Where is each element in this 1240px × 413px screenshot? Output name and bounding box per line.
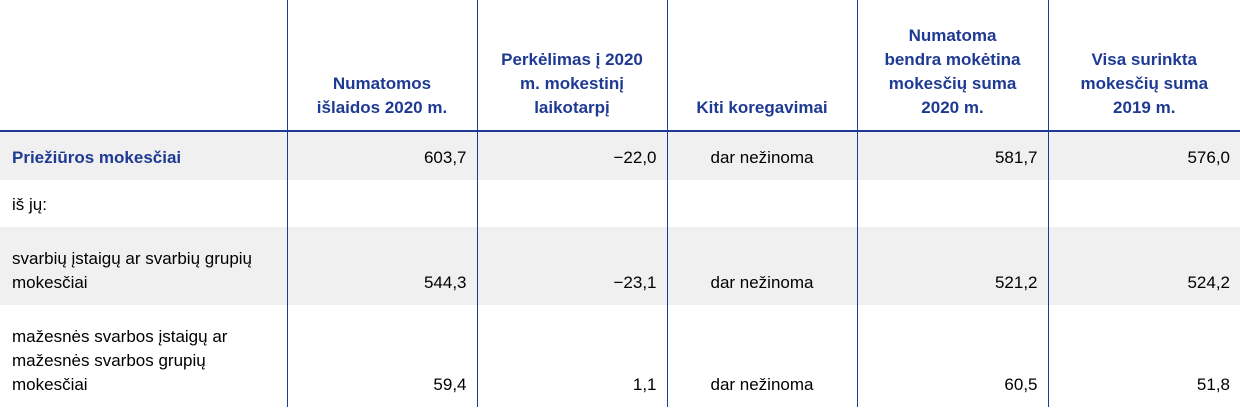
table-row: svarbių įstaigų ar svarbių grupių mokesč…	[0, 227, 1240, 305]
cell: 521,2	[856, 227, 1048, 305]
header-blank	[0, 0, 287, 132]
cell: 1,1	[476, 305, 667, 407]
table-row: Priežiūros mokesčiai 603,7 −22,0 dar nežino…	[0, 131, 1240, 180]
row-label: svarbių įstaigų ar svarbių grupių mokesč…	[0, 227, 287, 305]
cell: 51,8	[1047, 305, 1240, 407]
cell	[856, 180, 1048, 227]
cell: 59,4	[286, 305, 477, 407]
column-header: Numatomos išlaidos 2020 m.	[286, 0, 477, 132]
table-body: Priežiūros mokesčiai 603,7 −22,0 dar nežino…	[0, 131, 1240, 407]
header-row: Numatomos išlaidos 2020 m. Perkėlimas į …	[0, 0, 1240, 132]
cell	[666, 180, 857, 227]
cell: 581,7	[856, 131, 1048, 180]
cell: 576,0	[1047, 131, 1240, 180]
cell: 524,2	[1047, 227, 1240, 305]
row-label: Priežiūros mokesčiai	[0, 131, 287, 180]
cell: −22,0	[476, 131, 667, 180]
column-header: Visa surinkta mokesčių suma 2019 m.	[1047, 0, 1240, 132]
cell	[1047, 180, 1240, 227]
row-label: mažesnės svarbos įstaigų ar mažesnės sva…	[12, 327, 228, 394]
table-row: iš jų:	[0, 180, 1240, 227]
cell: dar nežinoma	[666, 131, 857, 180]
cell: 544,3	[286, 227, 477, 305]
table-row: mažesnės svarbos įstaigų ar mažesnės sva…	[0, 305, 1240, 407]
cell	[476, 180, 667, 227]
cell: 60,5	[856, 305, 1048, 407]
row-label: iš jų:	[12, 195, 47, 214]
cell: −23,1	[476, 227, 667, 305]
column-header: Perkėlimas į 2020 m. mokestinį laikotarp…	[476, 0, 667, 132]
cell: dar nežinoma	[666, 227, 857, 305]
cell	[286, 180, 477, 227]
cell: 603,7	[286, 131, 477, 180]
cell: dar nežinoma	[666, 305, 857, 407]
column-header: Numatoma bendra mokėtina mokesčių suma 2…	[856, 0, 1048, 132]
column-header: Kiti koregavimai	[666, 0, 857, 132]
